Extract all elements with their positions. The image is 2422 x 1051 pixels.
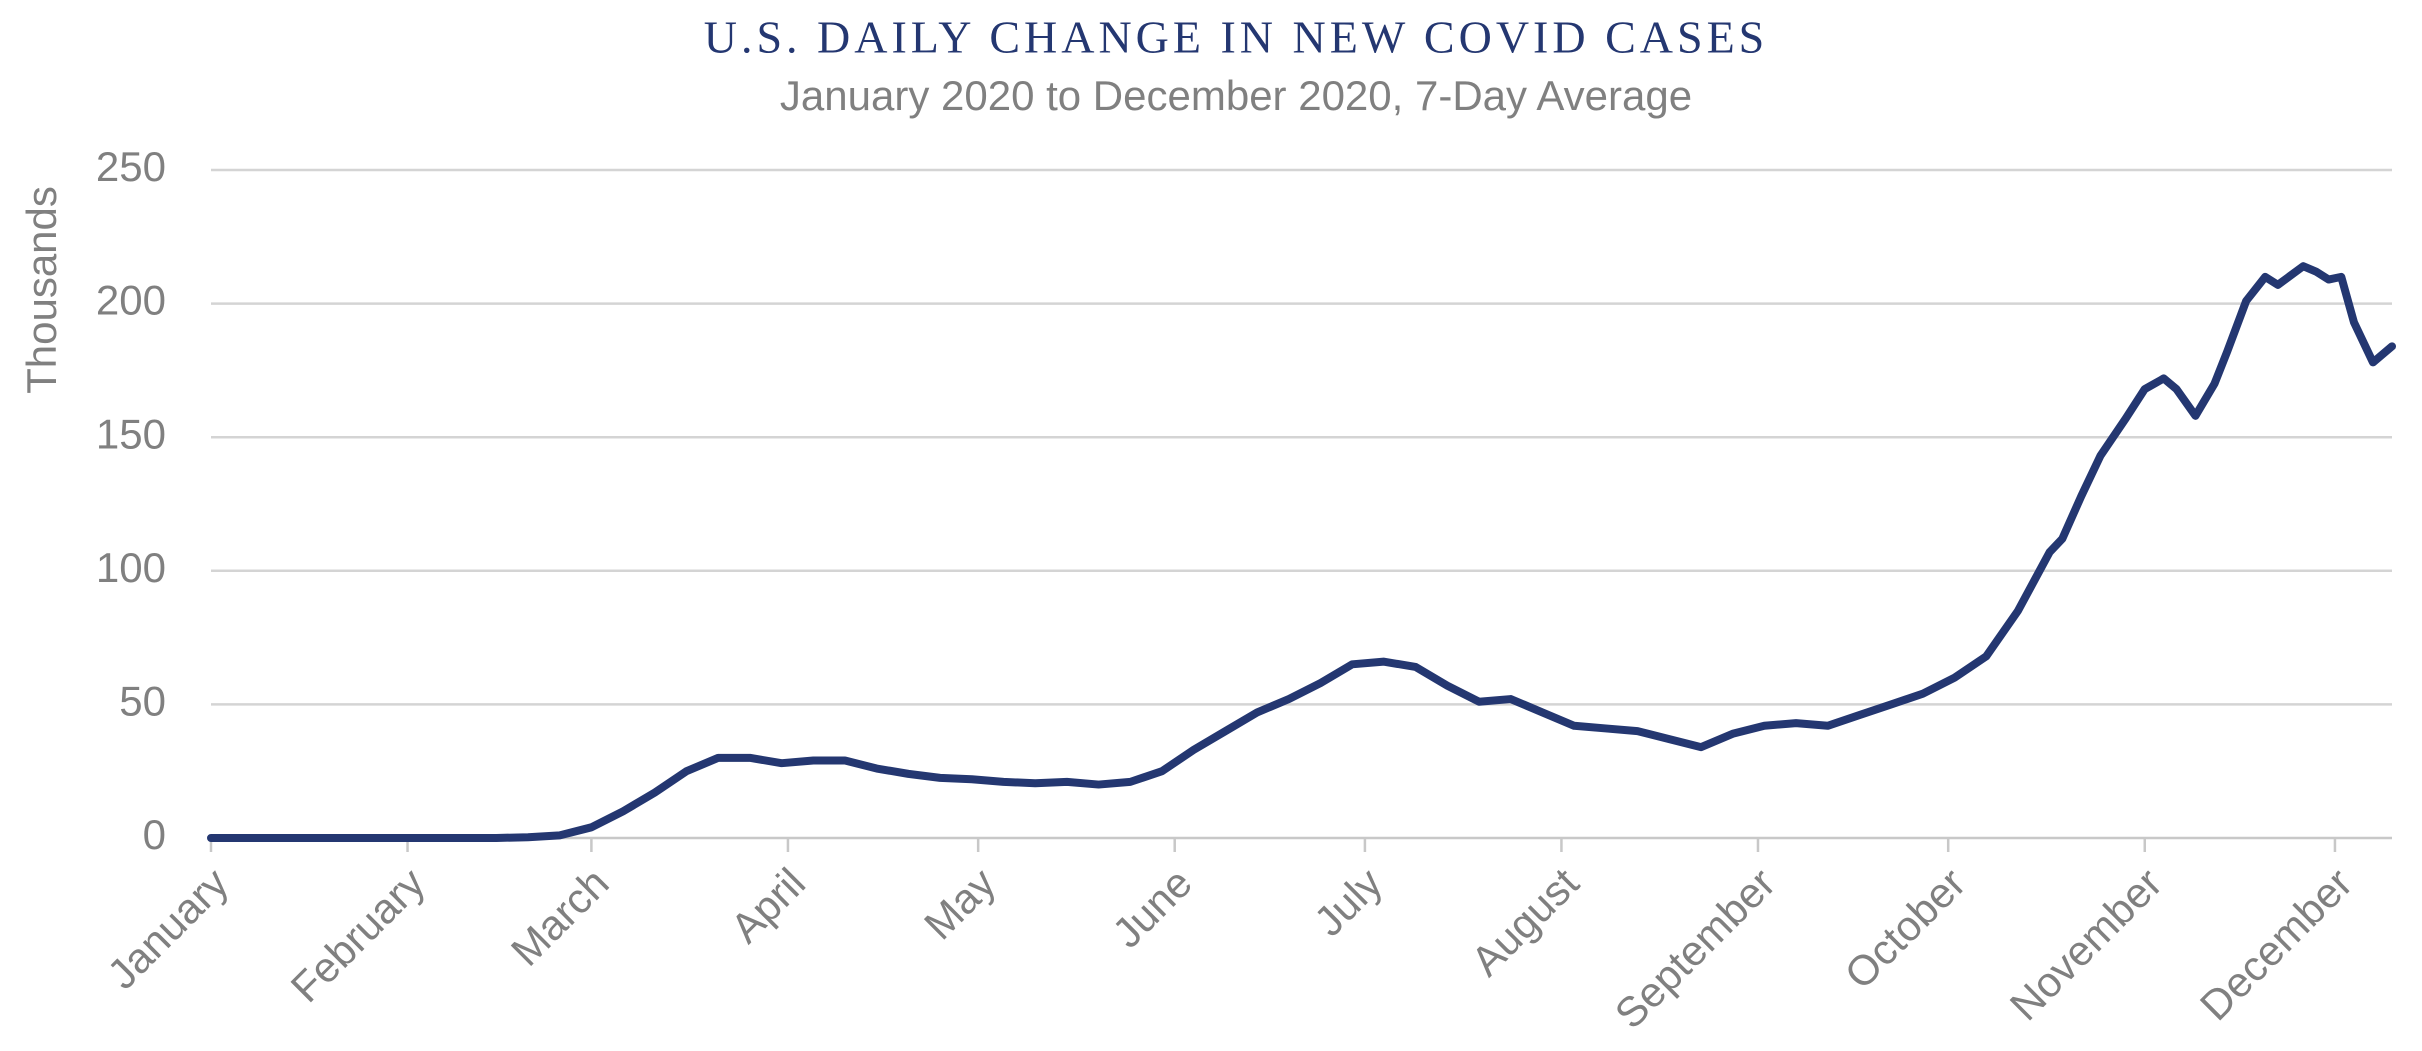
y-tick-label: 0 <box>143 811 166 858</box>
x-tick-label: May <box>915 859 1004 948</box>
y-tick-label: 50 <box>119 677 166 724</box>
x-tick-label: October <box>1836 859 1975 998</box>
x-tick-label: December <box>2191 859 2361 1029</box>
x-tick-label: August <box>1462 859 1588 985</box>
x-tick-label: September <box>1606 859 1785 1038</box>
chart-subtitle: January 2020 to December 2020, 7-Day Ave… <box>780 72 1692 119</box>
y-tick-label: 200 <box>96 277 166 324</box>
data-line <box>207 262 2396 842</box>
x-tick-label: January <box>98 859 237 998</box>
y-tick-label: 150 <box>96 410 166 457</box>
x-tick-label: February <box>282 859 434 1011</box>
x-tick-label: April <box>722 859 815 952</box>
chart-title: U.S. DAILY CHANGE IN NEW COVID CASES <box>704 12 1769 63</box>
x-tick-label: March <box>502 859 618 975</box>
x-tick-label: July <box>1305 859 1391 945</box>
y-axis-label: Thousands <box>18 186 65 394</box>
x-tick-label: November <box>2001 859 2171 1029</box>
x-tick-label: June <box>1103 859 1201 957</box>
y-tick-label: 250 <box>96 143 166 190</box>
y-tick-label: 100 <box>96 544 166 591</box>
